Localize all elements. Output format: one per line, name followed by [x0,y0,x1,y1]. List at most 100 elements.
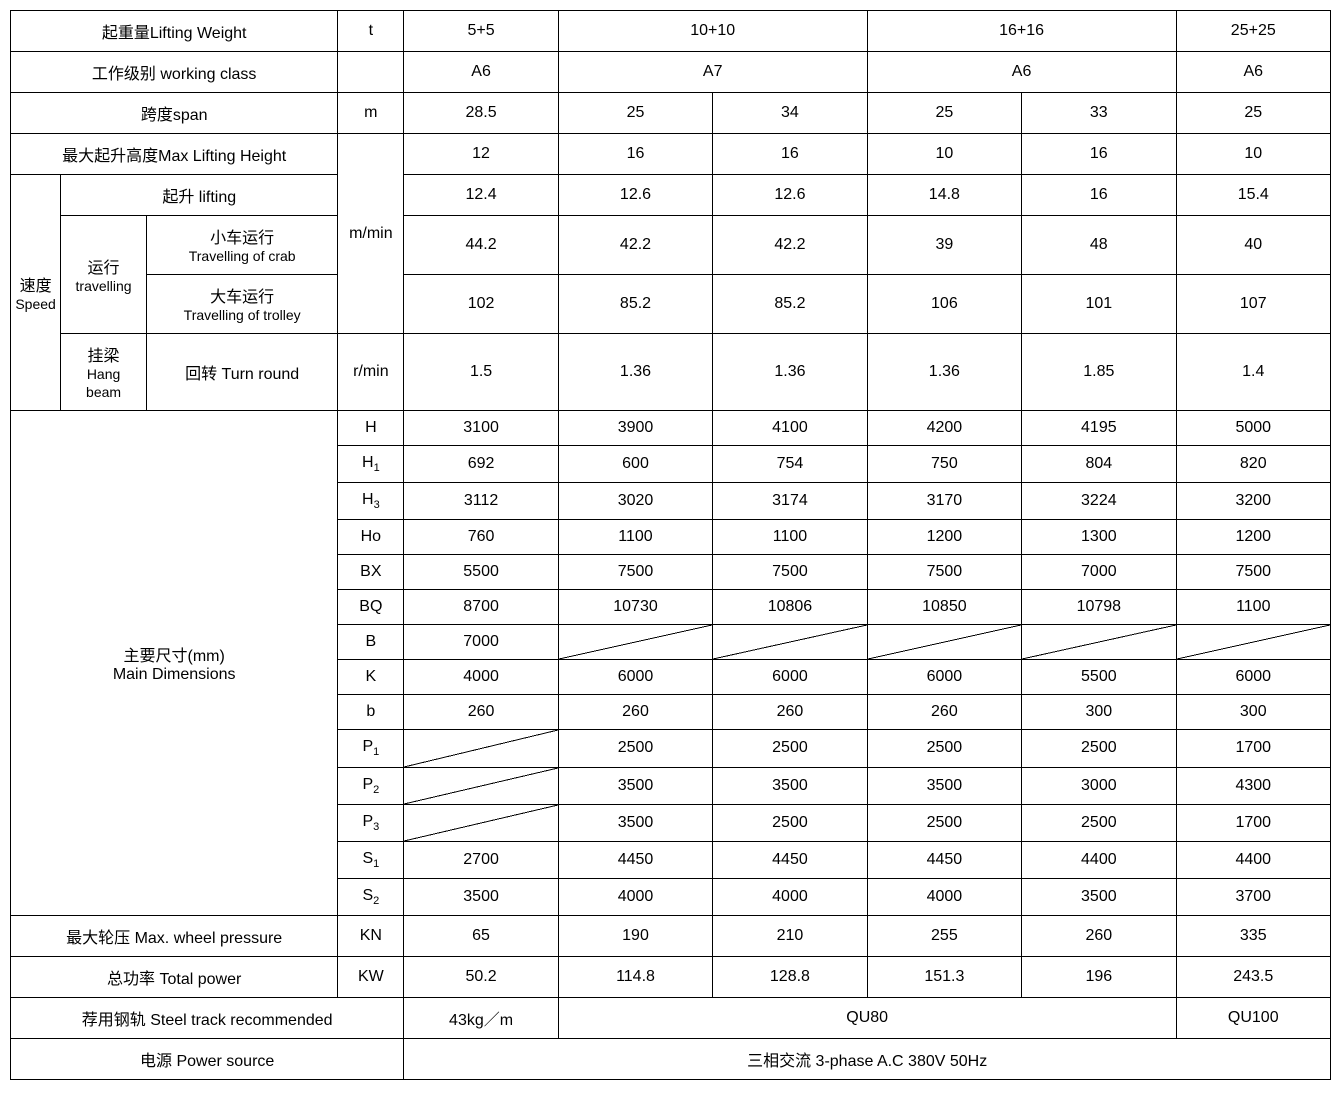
cell: 255 [867,916,1021,957]
cell: 10850 [867,590,1021,625]
cell: 2500 [867,804,1021,841]
row-speed-trolley: 大车运行Travelling of trolley 102 85.2 85.2 … [11,275,1331,334]
crane-specs-table: 起重量Lifting Weight t 5+5 10+10 16+16 25+2… [10,10,1331,1080]
cell: 10798 [1022,590,1176,625]
label-main-dim: 主要尺寸(mm)Main Dimensions [11,411,338,916]
cell: 3500 [1022,879,1176,916]
param-label: BX [338,555,404,590]
label-total-power: 总功率 Total power [11,957,338,998]
cell: 5000 [1176,411,1330,446]
param-label: B [338,625,404,660]
cell: 260 [404,695,558,730]
cell: 3000 [1022,767,1176,804]
label-hang-beam: 挂梁Hangbeam [61,334,147,411]
cell: 3500 [713,767,867,804]
cell: 12.6 [713,175,867,216]
param-label: H [338,411,404,446]
cell: 48 [1022,216,1176,275]
cell: 4000 [713,879,867,916]
cell: 754 [713,446,867,483]
cell: 7500 [867,555,1021,590]
cell: 4000 [404,660,558,695]
cell: 2700 [404,841,558,878]
label-turn-round: 回转 Turn round [146,334,337,411]
param-label: P1 [338,730,404,767]
cell: 3100 [404,411,558,446]
row-speed-crab: 运行travelling 小车运行Travelling of crab 44.2… [11,216,1331,275]
cell: 243.5 [1176,957,1330,998]
cell: 3224 [1022,483,1176,520]
cell: 2500 [713,804,867,841]
unit-working-class [338,52,404,93]
label-lifting: 起升 lifting [61,175,338,216]
param-label: P2 [338,767,404,804]
cell: 7000 [404,625,558,660]
cell: 7500 [713,555,867,590]
cell: 15.4 [1176,175,1330,216]
cell: 750 [867,446,1021,483]
cell-na [1022,625,1176,660]
param-label: S1 [338,841,404,878]
row-max-lift-height: 最大起升高度Max Lifting Height m/min 12 16 16 … [11,134,1331,175]
row-span: 跨度span m 28.5 25 34 25 33 25 [11,93,1331,134]
cell: 3500 [867,767,1021,804]
unit-turn: r/min [338,334,404,411]
cell: 44.2 [404,216,558,275]
unit-wheel-pressure: KN [338,916,404,957]
cell: 6000 [713,660,867,695]
cell: 1100 [713,520,867,555]
cell: 42.2 [713,216,867,275]
cell: 1200 [867,520,1021,555]
param-label: P3 [338,804,404,841]
cell: 28.5 [404,93,558,134]
unit-lifting-weight: t [338,11,404,52]
cell: 3112 [404,483,558,520]
cell-na [1176,625,1330,660]
cell: 128.8 [713,957,867,998]
cell: 1.4 [1176,334,1330,411]
cell: 34 [713,93,867,134]
cell: 4400 [1022,841,1176,878]
row-lifting-weight: 起重量Lifting Weight t 5+5 10+10 16+16 25+2… [11,11,1331,52]
cell: 1.85 [1022,334,1176,411]
cell: 3174 [713,483,867,520]
label-span: 跨度span [11,93,338,134]
cell: 6000 [558,660,712,695]
cell: 40 [1176,216,1330,275]
cell: 1.5 [404,334,558,411]
cell: 1100 [1176,590,1330,625]
cell: 1700 [1176,730,1330,767]
cell: 1200 [1176,520,1330,555]
cell: 16 [558,134,712,175]
cell: 3900 [558,411,712,446]
cell: 2500 [1022,804,1176,841]
param-label: H3 [338,483,404,520]
cell: A6 [404,52,558,93]
cell: 10+10 [558,11,867,52]
cell: 25 [867,93,1021,134]
cell: 4000 [867,879,1021,916]
param-label: b [338,695,404,730]
cell: 10806 [713,590,867,625]
cell: 43kg／m [404,998,558,1039]
unit-span: m [338,93,404,134]
cell: 6000 [867,660,1021,695]
label-max-lift-height: 最大起升高度Max Lifting Height [11,134,338,175]
cell: QU80 [558,998,1176,1039]
cell: 2500 [558,730,712,767]
cell: 151.3 [867,957,1021,998]
cell: 1100 [558,520,712,555]
row-working-class: 工作级别 working class A6 A7 A6 A6 [11,52,1331,93]
cell: 7000 [1022,555,1176,590]
cell: 1700 [1176,804,1330,841]
cell: A7 [558,52,867,93]
cell: 25 [1176,93,1330,134]
cell: 10 [867,134,1021,175]
cell: 4300 [1176,767,1330,804]
cell: 190 [558,916,712,957]
row-wheel-pressure: 最大轮压 Max. wheel pressure KN 65 190 210 2… [11,916,1331,957]
cell: 16 [713,134,867,175]
cell: 85.2 [558,275,712,334]
label-trolley: 大车运行Travelling of trolley [146,275,337,334]
cell: A6 [1176,52,1330,93]
